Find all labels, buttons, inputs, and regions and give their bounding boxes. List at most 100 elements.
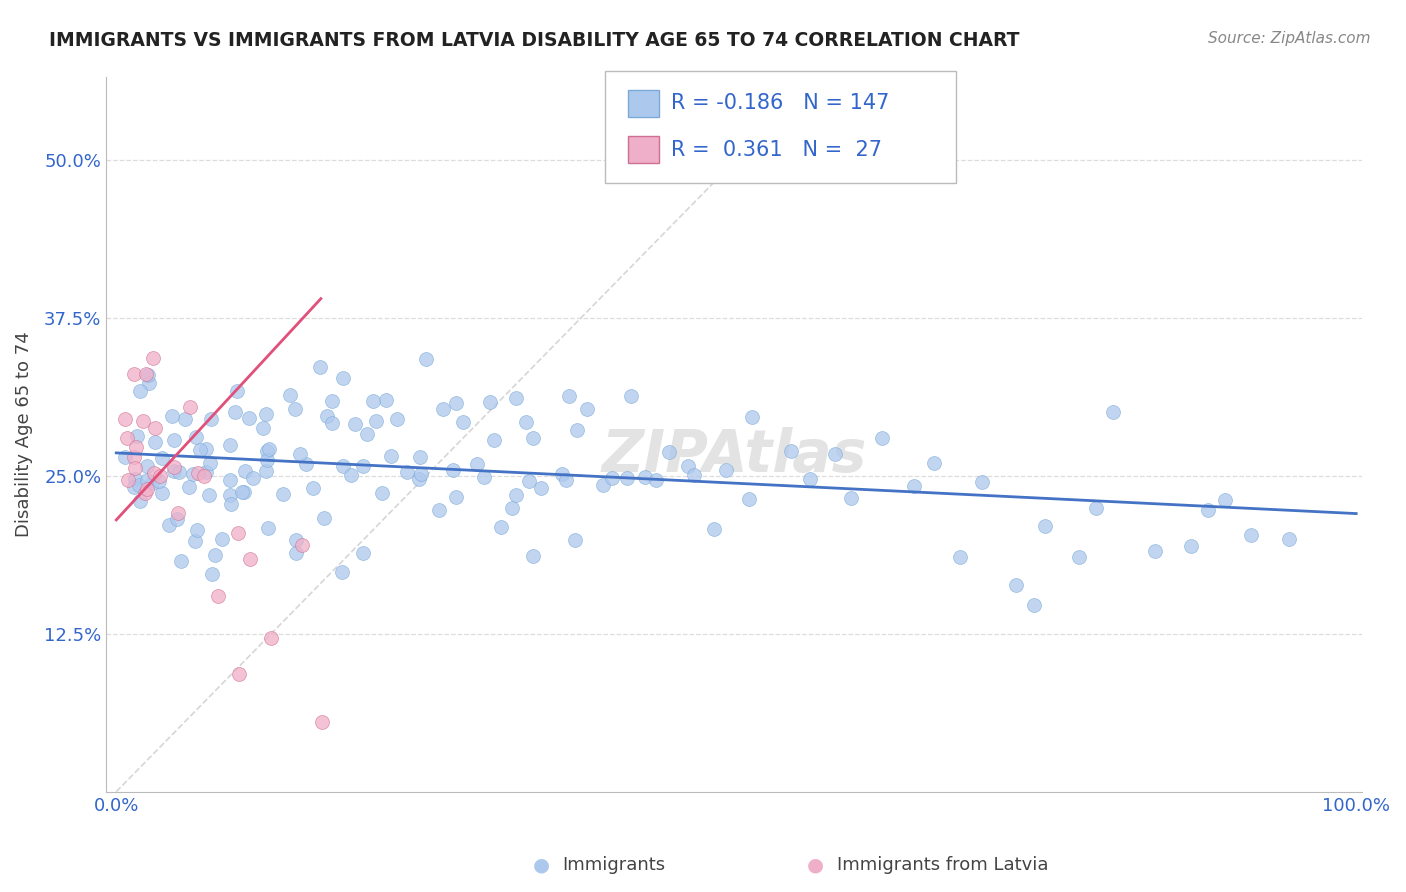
Point xyxy=(683,468,706,483)
Point xyxy=(128,478,150,492)
Point xyxy=(200,412,222,426)
Point xyxy=(224,405,246,419)
Point xyxy=(658,445,681,459)
Point xyxy=(136,482,159,496)
Point xyxy=(1101,405,1123,419)
Point xyxy=(197,488,219,502)
Point xyxy=(332,371,354,385)
Point xyxy=(396,465,419,479)
Point xyxy=(703,522,725,536)
Point xyxy=(644,473,666,487)
Text: ●: ● xyxy=(807,855,824,875)
Point xyxy=(135,368,157,382)
Point xyxy=(207,589,229,603)
Point xyxy=(143,435,166,450)
Point xyxy=(444,396,467,410)
Point xyxy=(181,467,204,482)
Text: R =  0.361   N =  27: R = 0.361 N = 27 xyxy=(671,140,882,160)
Point xyxy=(115,431,138,445)
Point xyxy=(634,470,657,484)
Text: Source: ZipAtlas.com: Source: ZipAtlas.com xyxy=(1208,31,1371,46)
Point xyxy=(167,507,190,521)
Point xyxy=(149,469,172,483)
Point xyxy=(308,359,330,374)
Point xyxy=(353,459,375,474)
Point xyxy=(193,469,215,483)
Point xyxy=(371,486,394,500)
Point xyxy=(741,410,763,425)
Point xyxy=(148,474,170,488)
Point xyxy=(505,488,527,502)
Point xyxy=(252,421,274,435)
Point xyxy=(676,459,699,474)
Point xyxy=(256,521,278,535)
Point xyxy=(478,394,501,409)
Point xyxy=(321,416,343,430)
Point xyxy=(1240,527,1263,541)
Point xyxy=(1085,501,1108,516)
Point xyxy=(239,551,262,566)
Y-axis label: Disability Age 65 to 74: Disability Age 65 to 74 xyxy=(15,332,32,538)
Point xyxy=(314,511,336,525)
Point xyxy=(451,416,474,430)
Point xyxy=(315,409,337,424)
Point xyxy=(616,470,638,484)
Point xyxy=(972,475,994,489)
Point xyxy=(242,471,264,485)
Point xyxy=(922,456,945,470)
Point xyxy=(233,464,256,478)
Point xyxy=(564,533,586,547)
Point xyxy=(278,388,301,402)
Point xyxy=(166,511,188,525)
Point xyxy=(169,466,191,480)
Point xyxy=(179,400,201,414)
Point xyxy=(257,442,280,457)
Point xyxy=(271,487,294,501)
Point xyxy=(530,481,553,495)
Point xyxy=(522,431,544,445)
Point xyxy=(409,450,432,464)
Point xyxy=(226,384,249,398)
Point xyxy=(415,351,437,366)
Point xyxy=(290,447,312,461)
Point xyxy=(114,411,136,425)
Point xyxy=(200,456,222,470)
Point xyxy=(284,402,307,417)
Point xyxy=(870,431,893,445)
Point xyxy=(117,473,139,487)
Point xyxy=(567,423,589,437)
Point xyxy=(238,411,260,425)
Point xyxy=(1143,544,1166,558)
Point xyxy=(489,519,512,533)
Point xyxy=(134,486,156,500)
Point xyxy=(432,401,454,416)
Point xyxy=(231,484,253,499)
Point xyxy=(184,534,207,549)
Point xyxy=(427,503,450,517)
Point xyxy=(136,473,159,487)
Point xyxy=(128,384,150,399)
Point xyxy=(311,714,333,729)
Point xyxy=(254,464,277,478)
Text: IMMIGRANTS VS IMMIGRANTS FROM LATVIA DISABILITY AGE 65 TO 74 CORRELATION CHART: IMMIGRANTS VS IMMIGRANTS FROM LATVIA DIS… xyxy=(49,31,1019,50)
Point xyxy=(343,417,366,431)
Point xyxy=(143,421,166,435)
Point xyxy=(558,389,581,403)
Point xyxy=(374,393,396,408)
Point xyxy=(385,412,408,426)
Point xyxy=(484,434,506,448)
Point xyxy=(125,440,148,454)
Point xyxy=(228,666,250,681)
Point xyxy=(903,479,925,493)
Point xyxy=(364,414,387,428)
Point xyxy=(409,467,432,481)
Point xyxy=(169,554,191,568)
Point xyxy=(465,457,488,471)
Point xyxy=(186,523,208,537)
Point xyxy=(124,480,146,494)
Point xyxy=(163,459,186,474)
Point xyxy=(157,518,180,533)
Point xyxy=(522,549,544,564)
Point xyxy=(340,467,363,482)
Point xyxy=(555,474,578,488)
